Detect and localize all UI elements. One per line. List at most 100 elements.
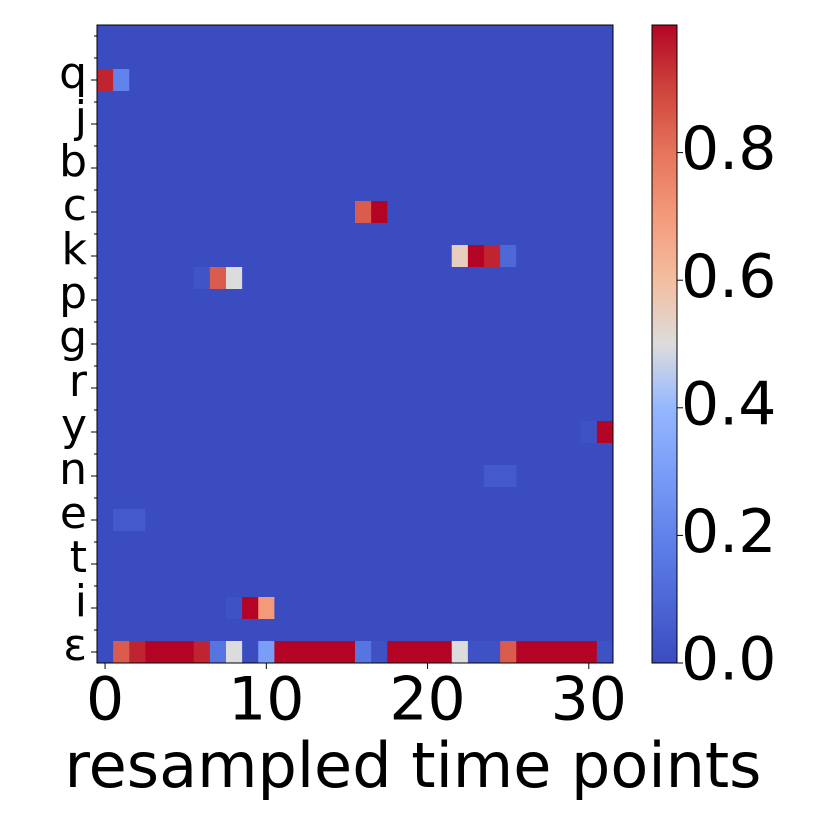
heatmap-cell bbox=[193, 597, 211, 620]
heatmap-cell bbox=[548, 531, 566, 554]
heatmap-cell bbox=[451, 575, 469, 598]
heatmap-cell bbox=[177, 377, 195, 400]
heatmap-cell bbox=[500, 91, 517, 114]
heatmap-cell bbox=[516, 597, 533, 620]
heatmap-cell bbox=[113, 179, 130, 202]
heatmap-cell bbox=[387, 465, 404, 488]
heatmap-cell bbox=[596, 553, 614, 576]
heatmap-cell bbox=[451, 465, 469, 488]
heatmap-cell bbox=[548, 311, 566, 334]
heatmap-cell bbox=[548, 47, 566, 70]
heatmap-cell bbox=[145, 575, 162, 598]
heatmap-cell bbox=[209, 245, 227, 268]
heatmap-cell bbox=[564, 553, 582, 576]
heatmap-cell bbox=[177, 245, 195, 268]
heatmap-cell bbox=[290, 553, 308, 576]
heatmap-cell bbox=[355, 399, 372, 422]
heatmap-cell bbox=[274, 443, 291, 466]
heatmap-cell bbox=[371, 355, 388, 378]
heatmap-cell bbox=[516, 487, 533, 510]
heatmap-cell bbox=[322, 553, 340, 576]
heatmap-cell bbox=[371, 641, 388, 664]
heatmap-cell bbox=[193, 223, 211, 246]
heatmap-cell bbox=[274, 267, 291, 290]
heatmap-cell bbox=[580, 597, 598, 620]
heatmap-cell bbox=[516, 377, 533, 400]
heatmap-cell bbox=[97, 575, 114, 598]
heatmap-cell bbox=[355, 91, 372, 114]
heatmap-cell bbox=[371, 553, 388, 576]
heatmap-cell bbox=[226, 619, 243, 642]
heatmap-cell bbox=[403, 157, 420, 180]
heatmap-cell bbox=[387, 157, 404, 180]
heatmap-cell bbox=[113, 355, 130, 378]
heatmap-cell bbox=[596, 421, 614, 444]
heatmap-cell bbox=[355, 575, 372, 598]
heatmap-cell bbox=[419, 531, 437, 554]
heatmap-cell bbox=[532, 135, 549, 158]
heatmap-cell bbox=[484, 355, 501, 378]
heatmap-cell bbox=[145, 179, 162, 202]
heatmap-cell bbox=[290, 377, 308, 400]
heatmap-cell bbox=[258, 443, 275, 466]
heatmap-cell bbox=[580, 531, 598, 554]
heatmap-cell bbox=[193, 267, 211, 290]
heatmap-cell bbox=[177, 619, 195, 642]
heatmap-cell bbox=[451, 201, 469, 224]
y-tick-label: n bbox=[59, 444, 87, 495]
heatmap-cell bbox=[371, 157, 388, 180]
heatmap-cell bbox=[322, 267, 340, 290]
heatmap-cell bbox=[258, 377, 275, 400]
heatmap-cell bbox=[274, 619, 291, 642]
heatmap-cell bbox=[145, 157, 162, 180]
heatmap-cell bbox=[564, 399, 582, 422]
heatmap-cell bbox=[193, 355, 211, 378]
heatmap-cell bbox=[451, 91, 469, 114]
heatmap-cell bbox=[113, 619, 130, 642]
heatmap-cell bbox=[129, 289, 146, 312]
heatmap-cell bbox=[516, 421, 533, 444]
heatmap-cell bbox=[355, 487, 372, 510]
heatmap-cell bbox=[209, 509, 227, 532]
heatmap-cell bbox=[371, 91, 388, 114]
x-tick-label: 30 bbox=[551, 665, 627, 735]
heatmap-cell bbox=[290, 443, 308, 466]
heatmap-cell bbox=[484, 69, 501, 92]
heatmap-cell bbox=[548, 179, 566, 202]
heatmap-cell bbox=[145, 553, 162, 576]
heatmap-cell bbox=[161, 91, 179, 114]
heatmap-cell bbox=[290, 311, 308, 334]
heatmap-cell bbox=[403, 619, 420, 642]
heatmap-cell bbox=[419, 487, 437, 510]
heatmap-cell bbox=[532, 157, 549, 180]
heatmap-cell bbox=[371, 399, 388, 422]
heatmap-cell bbox=[242, 553, 259, 576]
heatmap-cell bbox=[258, 223, 275, 246]
heatmap-cell bbox=[467, 47, 485, 70]
heatmap-cell bbox=[516, 47, 533, 70]
heatmap-cell bbox=[596, 399, 614, 422]
heatmap-cell bbox=[306, 487, 324, 510]
colorbar-tick-label: 0.8 bbox=[681, 114, 776, 184]
heatmap-cell bbox=[322, 223, 340, 246]
heatmap-cell bbox=[258, 25, 275, 48]
heatmap-cell bbox=[226, 267, 243, 290]
heatmap-cell bbox=[338, 377, 356, 400]
heatmap-cell bbox=[193, 157, 211, 180]
heatmap-cell bbox=[500, 157, 517, 180]
heatmap-cell bbox=[371, 421, 388, 444]
heatmap-cell bbox=[387, 509, 404, 532]
heatmap-cell bbox=[177, 465, 195, 488]
heatmap-cell bbox=[306, 531, 324, 554]
heatmap-cell bbox=[226, 289, 243, 312]
heatmap-cell bbox=[467, 113, 485, 136]
heatmap-cell bbox=[242, 69, 259, 92]
heatmap-cell bbox=[177, 443, 195, 466]
heatmap-cell bbox=[500, 553, 517, 576]
heatmap-cell bbox=[387, 399, 404, 422]
heatmap-cell bbox=[306, 113, 324, 136]
heatmap-cell bbox=[580, 223, 598, 246]
heatmap-cell bbox=[596, 135, 614, 158]
heatmap-cell bbox=[467, 531, 485, 554]
heatmap-cell bbox=[258, 575, 275, 598]
